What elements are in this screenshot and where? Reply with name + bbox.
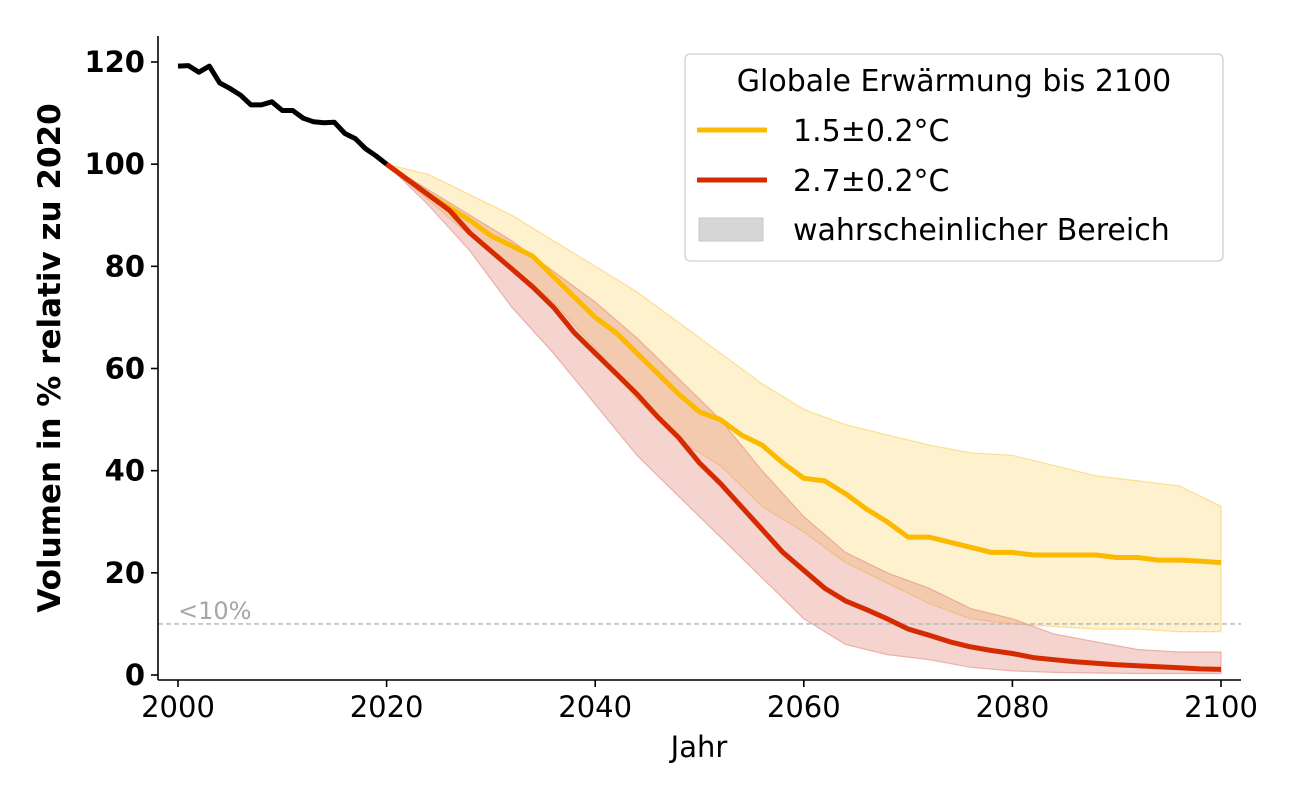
legend-label-range: wahrscheinlicher Bereich: [793, 213, 1170, 248]
x-tick-label: 2040: [558, 690, 632, 724]
x-ticks: 2000 2020 2040 2060 2080 2100: [141, 680, 1258, 724]
x-axis-label: Jahr: [669, 730, 728, 764]
series-lines: [177, 63, 1222, 672]
y-tick-label: 60: [105, 352, 145, 386]
x-tick-label: 2060: [767, 690, 841, 724]
legend-title: Globale Erwärmung bis 2100: [737, 64, 1171, 99]
y-tick-label: 0: [125, 658, 145, 692]
legend-swatch-range: [698, 217, 764, 242]
annotation-below-10-percent: <10%: [178, 597, 251, 625]
x-tick-label: 2100: [1184, 690, 1258, 724]
x-tick-label: 2080: [975, 690, 1049, 724]
legend-label-1-5: 1.5±0.2°C: [793, 114, 950, 149]
line-1-5-0-2-c: [385, 162, 1222, 566]
line-historisch: [177, 63, 389, 167]
legend: Globale Erwärmung bis 2100 1.5±0.2°C 2.7…: [684, 53, 1224, 262]
y-axis-label: Volumen in % relativ zu 2020: [32, 103, 68, 612]
legend-frame: [684, 53, 1224, 262]
y-tick-label: 40: [105, 454, 145, 488]
y-tick-label: 20: [105, 556, 145, 590]
line-2-7-0-2-c: [385, 162, 1222, 672]
legend-label-2-7: 2.7±0.2°C: [793, 164, 950, 199]
y-ticks: 0 20 40 60 80 100 120: [84, 45, 158, 692]
y-tick-label: 80: [105, 249, 145, 283]
y-tick-label: 120: [84, 45, 145, 79]
x-tick-label: 2020: [350, 690, 424, 724]
y-tick-label: 100: [84, 147, 145, 181]
x-tick-label: 2000: [141, 690, 215, 724]
